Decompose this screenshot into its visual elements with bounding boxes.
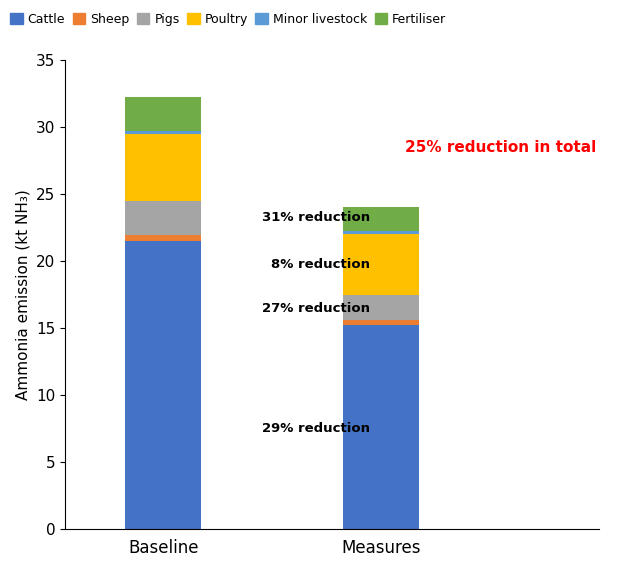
Bar [125,201,202,235]
Bar [343,296,419,320]
Text: 29% reduction: 29% reduction [262,423,370,436]
Bar [343,234,419,296]
Bar [125,97,202,131]
Bar [125,134,202,201]
Bar [125,131,202,134]
Bar [343,320,419,325]
Y-axis label: Ammonia emission (kt NH₃): Ammonia emission (kt NH₃) [16,190,30,400]
Bar [343,231,419,234]
Bar [343,207,419,231]
Bar [125,235,202,242]
Text: 8% reduction: 8% reduction [271,258,370,271]
Bar [343,325,419,529]
Text: 31% reduction: 31% reduction [262,211,370,224]
Legend: Cattle, Sheep, Pigs, Poultry, Minor livestock, Fertiliser: Cattle, Sheep, Pigs, Poultry, Minor live… [7,10,449,29]
Text: 27% reduction: 27% reduction [262,302,370,315]
Bar [125,242,202,529]
Text: 25% reduction in total: 25% reduction in total [405,140,596,155]
